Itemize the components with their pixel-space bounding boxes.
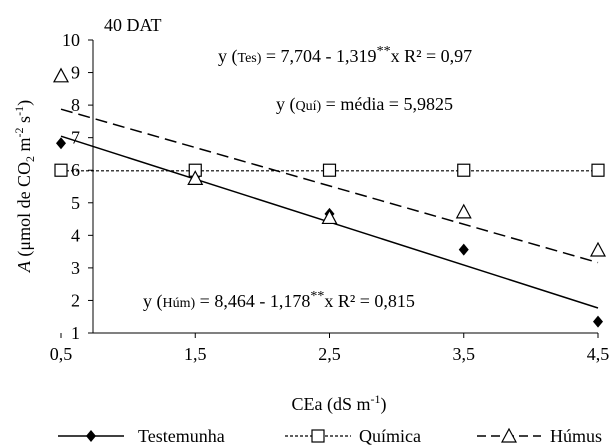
data-point-testemunha [458, 243, 469, 256]
data-point-humus [589, 241, 607, 257]
x-tick-label: 0,5 [50, 344, 73, 364]
equation-quimica: y (Quí) = média = 5,9825 [276, 94, 453, 115]
y-tick-label: 6 [71, 160, 80, 180]
fit-line-triangle [60, 108, 599, 264]
y-tick-label: 7 [71, 128, 80, 148]
equation-testemunha: y (Tes) = 7,704 - 1,319**x R² = 0,97 [218, 44, 472, 67]
x-tick-label: 4,5 [587, 344, 610, 364]
data-point-humus [455, 203, 472, 219]
y-axis-label: A (μmol de CO2 m-2 s-1) [12, 100, 37, 273]
y-tick-label: 2 [71, 290, 80, 310]
y-tick-label: 4 [71, 225, 80, 245]
y-tick-label: 5 [71, 193, 80, 213]
data-point-humus [52, 67, 70, 83]
x-tick-label: 3,5 [453, 344, 476, 364]
chart-title: 40 DAT [104, 15, 162, 35]
data-point-testemunha [593, 315, 603, 328]
legend-marker-quimica [311, 429, 325, 443]
data-point-quimica [54, 163, 68, 177]
data-point-quimica [457, 163, 471, 177]
legend-label-testemunha: Testemunha [138, 426, 225, 445]
data-point-quimica [591, 163, 605, 177]
legend-label-humus: Húmus [550, 426, 602, 445]
y-tick-label: 3 [71, 258, 80, 278]
x-axis-label: CEa (dS m-1) [292, 392, 387, 415]
data-point-humus [321, 209, 338, 225]
data-point-testemunha [56, 137, 66, 150]
data-point-quimica [322, 163, 337, 177]
data-point-humus [187, 170, 204, 185]
x-axis-ticks: 0,5 1,5 2,5 3,5 4,5 [50, 333, 610, 364]
equation-humus: y (Húm) = 8,464 - 1,178**x R² = 0,815 [143, 289, 415, 312]
legend-marker-testemunha [86, 430, 96, 442]
data-markers [52, 67, 607, 328]
legend: Testemunha Química Húmus [58, 426, 602, 445]
legend-label-quimica: Química [359, 426, 421, 445]
x-tick-label: 2,5 [318, 344, 341, 364]
y-tick-label: 10 [62, 30, 80, 50]
y-tick-label: 9 [71, 63, 80, 83]
x-tick-label: 1,5 [184, 344, 207, 364]
y-tick-label: 1 [71, 323, 80, 343]
y-tick-label: 8 [71, 95, 80, 115]
y-axis-ticks: 1 2 3 4 5 6 7 8 9 10 [62, 30, 93, 343]
legend-marker-humus [500, 427, 518, 443]
